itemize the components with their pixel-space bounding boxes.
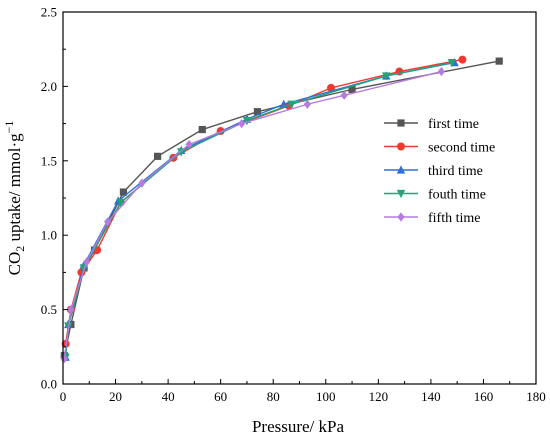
y-axis-title-subscript: 2	[13, 246, 27, 252]
data-point-fifth-time-4	[104, 217, 112, 227]
data-point-first-time-9	[348, 85, 356, 93]
y-tick-label: 1.5	[41, 153, 57, 168]
x-tick-label: 120	[369, 389, 389, 404]
data-point-fifth-time-8	[303, 99, 311, 109]
series-line-fouth-time	[64, 61, 453, 358]
y-tick-label: 2.0	[41, 79, 57, 94]
legend-label: fouth time	[428, 188, 486, 203]
y-tick-label: 2.5	[41, 5, 57, 20]
y-tick-label: 0.0	[41, 377, 57, 392]
data-point-first-time-6	[154, 152, 162, 160]
legend-label: fifth time	[428, 211, 481, 226]
data-point-first-time-7	[198, 125, 206, 134]
data-point-fouth-time-4	[116, 198, 126, 208]
legend-item-first-time: first time	[384, 117, 479, 132]
x-tick-label: 100	[316, 389, 336, 404]
data-point-first-time-5	[119, 188, 128, 196]
data-point-fifth-time-7	[238, 119, 246, 129]
legend-marker	[396, 189, 406, 199]
x-tick-label: 160	[474, 389, 494, 404]
x-axis-ticks: 0 20 40 60 80 100 120 140 160 180	[60, 379, 546, 404]
x-tick-label: 20	[109, 389, 122, 404]
series-first-time	[60, 57, 503, 360]
y-tick-label: 1.0	[41, 228, 57, 243]
series-line-fifth-time	[63, 70, 442, 359]
legend-marker	[396, 165, 406, 174]
legend-item-second-time: second time	[384, 141, 495, 156]
data-point-fouth-time-7	[287, 100, 296, 109]
y-axis-ticks: 0.0 0.5 1.0 1.5 2.0 2.5	[41, 5, 68, 392]
legend: first time second time third time fouth tim…	[384, 117, 495, 226]
series-third-time	[61, 57, 459, 361]
data-point-fifth-time-6	[185, 139, 193, 150]
data-point-second-time-11	[458, 55, 467, 64]
series-line-third-time	[64, 61, 455, 358]
data-point-fouth-time-6	[242, 117, 252, 126]
data-point-fifth-time-5	[138, 178, 146, 188]
y-axis-title-main: uptake/ mmol·g	[5, 133, 24, 246]
legend-item-third-time: third time	[384, 164, 483, 179]
plot-area	[60, 55, 503, 364]
data-point-fifth-time-9	[340, 90, 348, 100]
legend-marker	[397, 119, 405, 127]
series-fouth-time	[61, 58, 457, 362]
x-tick-label: 80	[267, 389, 280, 404]
x-tick-label: 40	[162, 389, 175, 404]
data-point-fouth-time-9	[447, 58, 457, 68]
data-point-first-time-10	[495, 57, 503, 65]
y-axis-title: CO2 uptake/ mmol·g−1	[2, 121, 27, 276]
data-point-fifth-time-2	[67, 305, 75, 315]
data-point-fouth-time-5	[177, 148, 186, 157]
x-tick-label: 180	[526, 389, 546, 404]
legend-label: third time	[428, 164, 483, 179]
y-tick-label: 0.5	[41, 302, 57, 317]
data-point-fifth-time-3	[83, 257, 91, 267]
y-axis-title-superscript: −1	[2, 121, 16, 134]
legend-label: first time	[428, 117, 479, 132]
data-point-fifth-time-10	[437, 66, 445, 77]
x-axis-title: Pressure/ kPa	[252, 417, 345, 436]
data-point-second-time-9	[327, 83, 336, 92]
x-tick-label: 60	[214, 389, 227, 404]
data-point-fouth-time-8	[382, 72, 391, 81]
data-point-first-time-8	[253, 108, 262, 116]
legend-marker	[397, 142, 405, 151]
series-fifth-time	[60, 66, 445, 364]
legend-item-fifth-time: fifth time	[384, 211, 481, 226]
legend-item-fouth-time: fouth time	[384, 188, 486, 203]
x-tick-label: 0	[60, 389, 67, 404]
legend-marker	[397, 212, 405, 222]
legend-label: second time	[428, 141, 495, 156]
y-axis-title-prefix: CO	[5, 252, 24, 276]
x-tick-label: 140	[421, 389, 441, 404]
